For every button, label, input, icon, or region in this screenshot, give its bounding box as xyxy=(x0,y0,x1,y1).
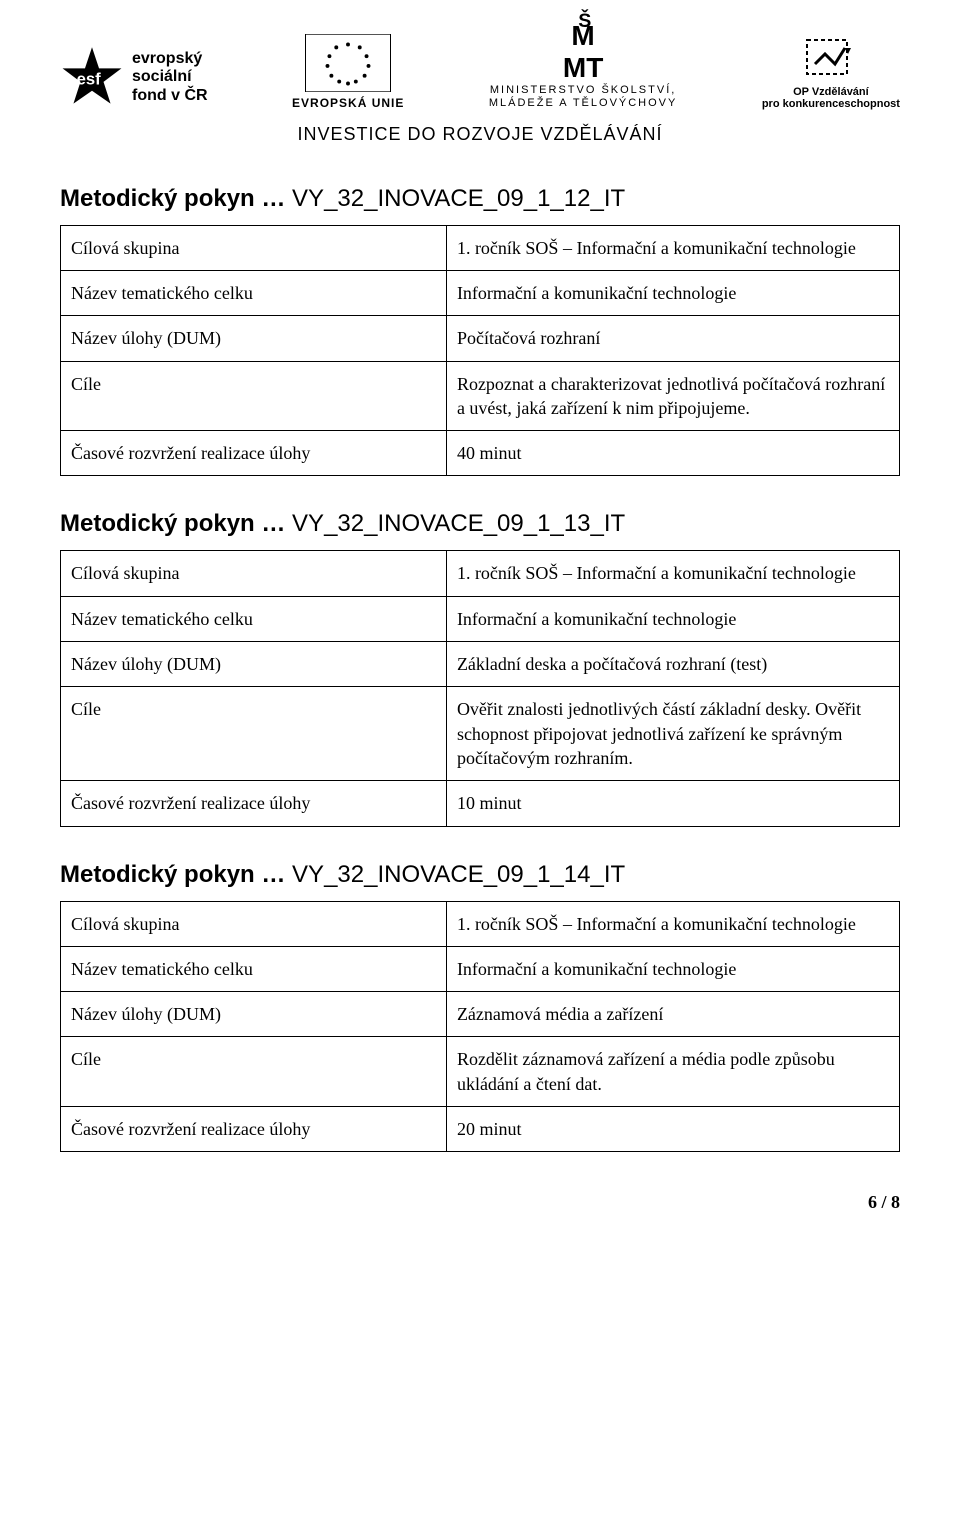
eu-flag-icon xyxy=(305,34,391,92)
value-nazev-celku-1: Informační a komunikační technologie xyxy=(446,270,899,315)
label-cilova-skupina: Cílová skupina xyxy=(61,901,447,946)
table-row: Název úlohy (DUM) Počítačová rozhraní xyxy=(61,316,900,361)
section-title-2: Metodický pokyn … VY_32_INOVACE_09_1_13_… xyxy=(60,510,900,538)
label-cile: Cíle xyxy=(61,1037,447,1107)
info-table-1: Cílová skupina 1. ročník SOŠ – Informačn… xyxy=(60,225,900,477)
label-casove: Časové rozvržení realizace úlohy xyxy=(61,781,447,826)
op-line1: OP Vzdělávání xyxy=(793,86,869,98)
banner-tagline: INVESTICE DO ROZVOJE VZDĚLÁVÁNÍ xyxy=(297,124,662,145)
table-row: Časové rozvržení realizace úlohy 40 minu… xyxy=(61,431,900,476)
label-cile: Cíle xyxy=(61,361,447,431)
section-title-3: Metodický pokyn … VY_32_INOVACE_09_1_14_… xyxy=(60,861,900,889)
value-cile-3: Rozdělit záznamová zařízení a média podl… xyxy=(446,1037,899,1107)
value-cilova-skupina-3: 1. ročník SOŠ – Informační a komunikační… xyxy=(446,901,899,946)
esf-logo: esf evropský sociální fond v ČR xyxy=(60,46,208,110)
value-cile-2: Ověřit znalosti jednotlivých částí zákla… xyxy=(446,687,899,781)
value-casove-3: 20 minut xyxy=(446,1107,899,1152)
table-row: Název úlohy (DUM) Záznamová média a zaří… xyxy=(61,992,900,1037)
label-cile: Cíle xyxy=(61,687,447,781)
label-nazev-celku: Název tematického celku xyxy=(61,946,447,991)
eu-label: EVROPSKÁ UNIE xyxy=(292,96,404,110)
esf-star-icon: esf xyxy=(60,46,124,110)
esf-text-2: sociální xyxy=(132,68,208,86)
table-row: Název tematického celku Informační a kom… xyxy=(61,946,900,991)
section-prefix: Metodický pokyn … xyxy=(60,510,285,537)
table-row: Časové rozvržení realizace úlohy 10 minu… xyxy=(61,781,900,826)
label-nazev-ulohy: Název úlohy (DUM) xyxy=(61,992,447,1037)
table-row: Cílová skupina 1. ročník SOŠ – Informačn… xyxy=(61,225,900,270)
table-row: Cílová skupina 1. ročník SOŠ – Informačn… xyxy=(61,901,900,946)
table-row: Cíle Rozpoznat a charakterizovat jednotl… xyxy=(61,361,900,431)
label-nazev-ulohy: Název úlohy (DUM) xyxy=(61,316,447,361)
op-logo: OP Vzdělávání pro konkurenceschopnost xyxy=(762,34,900,110)
label-casove: Časové rozvržení realizace úlohy xyxy=(61,1107,447,1152)
value-nazev-celku-3: Informační a komunikační technologie xyxy=(446,946,899,991)
value-cilova-skupina-2: 1. ročník SOŠ – Informační a komunikační… xyxy=(446,551,899,596)
op-line2: pro konkurenceschopnost xyxy=(762,98,900,110)
label-nazev-ulohy: Název úlohy (DUM) xyxy=(61,642,447,687)
section-code-3: VY_32_INOVACE_09_1_14_IT xyxy=(292,861,625,888)
label-cilova-skupina: Cílová skupina xyxy=(61,551,447,596)
msmt-logo: MŠMT MINISTERSTVO ŠKOLSTVÍ, MLÁDEŽE A TĚ… xyxy=(489,20,678,110)
section-code-1: VY_32_INOVACE_09_1_12_IT xyxy=(292,185,625,212)
table-row: Název tematického celku Informační a kom… xyxy=(61,270,900,315)
value-cile-1: Rozpoznat a charakterizovat jednotlivá p… xyxy=(446,361,899,431)
label-casove: Časové rozvržení realizace úlohy xyxy=(61,431,447,476)
logos-row: esf evropský sociální fond v ČR xyxy=(60,20,900,110)
section-code-2: VY_32_INOVACE_09_1_13_IT xyxy=(292,510,625,537)
value-nazev-ulohy-1: Počítačová rozhraní xyxy=(446,316,899,361)
section-prefix: Metodický pokyn … xyxy=(60,861,285,888)
msmt-line1: MINISTERSTVO ŠKOLSTVÍ, xyxy=(490,84,676,97)
table-row: Název tematického celku Informační a kom… xyxy=(61,596,900,641)
table-row: Název úlohy (DUM) Základní deska a počít… xyxy=(61,642,900,687)
msmt-monogram: MŠMT xyxy=(563,20,603,84)
value-casove-2: 10 minut xyxy=(446,781,899,826)
msmt-line2: MLÁDEŽE A TĚLOVÝCHOVY xyxy=(489,97,678,110)
esf-text-3: fond v ČR xyxy=(132,87,208,105)
section-title-1: Metodický pokyn … VY_32_INOVACE_09_1_12_… xyxy=(60,185,900,213)
page-number: 6 / 8 xyxy=(60,1192,900,1213)
table-row: Cílová skupina 1. ročník SOŠ – Informačn… xyxy=(61,551,900,596)
value-nazev-celku-2: Informační a komunikační technologie xyxy=(446,596,899,641)
value-casove-1: 40 minut xyxy=(446,431,899,476)
svg-text:esf: esf xyxy=(77,69,101,88)
table-row: Cíle Ověřit znalosti jednotlivých částí … xyxy=(61,687,900,781)
table-row: Cíle Rozdělit záznamová zařízení a média… xyxy=(61,1037,900,1107)
funding-logos-banner: esf evropský sociální fond v ČR xyxy=(60,0,900,151)
op-square-icon xyxy=(801,34,861,82)
value-nazev-ulohy-2: Základní deska a počítačová rozhraní (te… xyxy=(446,642,899,687)
value-cilova-skupina-1: 1. ročník SOŠ – Informační a komunikační… xyxy=(446,225,899,270)
info-table-3: Cílová skupina 1. ročník SOŠ – Informačn… xyxy=(60,901,900,1153)
esf-text-1: evropský xyxy=(132,50,208,68)
label-nazev-celku: Název tematického celku xyxy=(61,596,447,641)
eu-logo: EVROPSKÁ UNIE xyxy=(292,34,404,110)
label-cilova-skupina: Cílová skupina xyxy=(61,225,447,270)
section-prefix: Metodický pokyn … xyxy=(60,185,285,212)
info-table-2: Cílová skupina 1. ročník SOŠ – Informačn… xyxy=(60,550,900,826)
value-nazev-ulohy-3: Záznamová média a zařízení xyxy=(446,992,899,1037)
label-nazev-celku: Název tematického celku xyxy=(61,270,447,315)
table-row: Časové rozvržení realizace úlohy 20 minu… xyxy=(61,1107,900,1152)
